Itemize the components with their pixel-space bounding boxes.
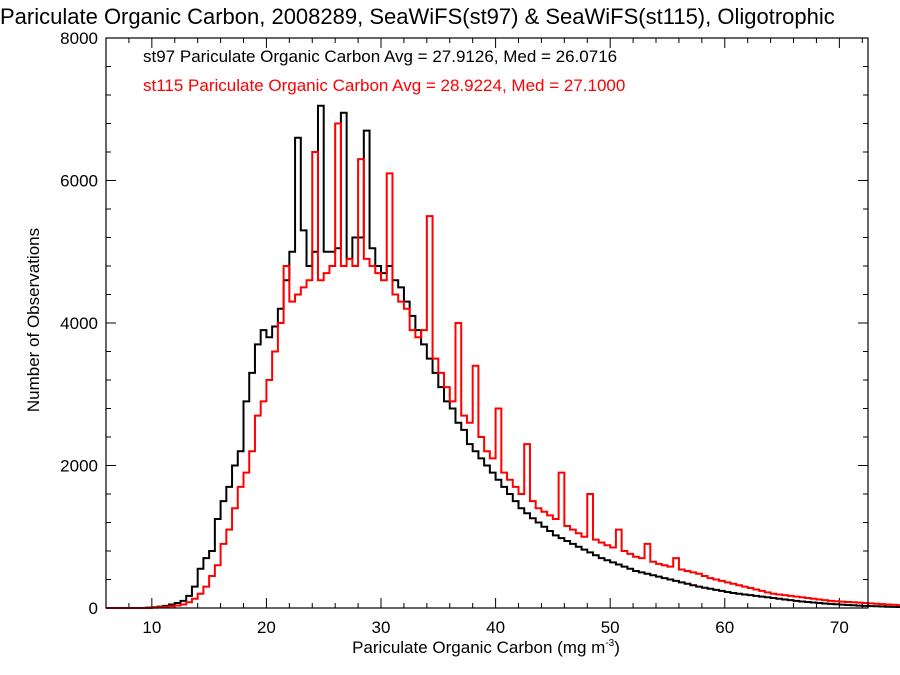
x-tick-label: 70 <box>830 618 849 637</box>
x-tick-label: 30 <box>372 618 391 637</box>
chart-title: Pariculate Organic Carbon, 2008289, SeaW… <box>0 4 835 29</box>
y-tick-label: 0 <box>89 599 98 618</box>
x-axis-label: Pariculate Organic Carbon (mg m-3) <box>352 638 620 657</box>
series-line-st97 <box>106 104 900 609</box>
y-tick-label: 2000 <box>60 457 98 476</box>
series-line-st115 <box>106 122 900 609</box>
y-tick-label: 4000 <box>60 314 98 333</box>
x-axis-label-text: Pariculate Organic Carbon (mg m <box>352 638 605 657</box>
plot-frame <box>105 37 869 609</box>
legend-entry-st115: st115 Pariculate Organic Carbon Avg = 28… <box>143 76 625 95</box>
axis-ticks: 10 20 30 40 50 60 70 0 2000 4000 6000 8000 <box>60 29 868 637</box>
x-tick-label: 60 <box>715 618 734 637</box>
series-layer <box>106 104 900 609</box>
x-tick-label: 10 <box>142 618 161 637</box>
y-tick-label: 8000 <box>60 29 98 48</box>
y-tick-label: 6000 <box>60 172 98 191</box>
x-axis-label-exponent: -3 <box>605 638 614 649</box>
x-axis-label-close: ) <box>614 638 620 657</box>
y-axis-label: Number of Observations <box>24 228 43 412</box>
legend-entry-st97: st97 Pariculate Organic Carbon Avg = 27.… <box>143 47 617 66</box>
x-tick-label: 20 <box>257 618 276 637</box>
x-tick-label: 50 <box>601 618 620 637</box>
x-tick-label: 40 <box>486 618 505 637</box>
